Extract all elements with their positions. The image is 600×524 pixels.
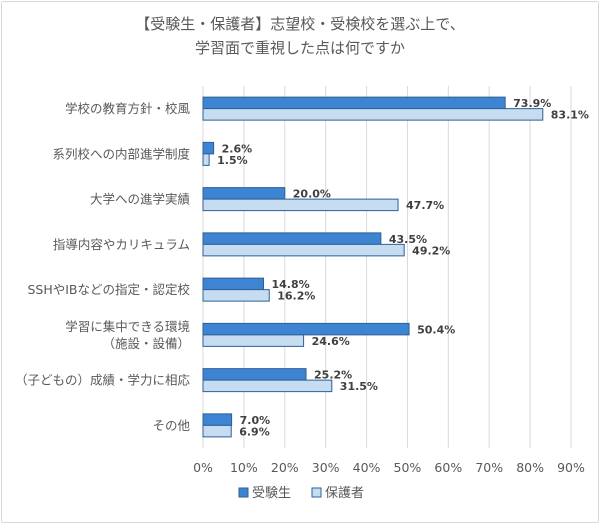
bar-examinee xyxy=(202,277,265,291)
legend-swatch-guardian xyxy=(311,487,322,498)
category-label: SSHやIBなどの指定・認定校 xyxy=(27,282,190,297)
bar-examinee xyxy=(202,322,410,336)
category-label: 系列校への内部進学制度 xyxy=(52,146,190,161)
bar-examinee xyxy=(202,232,382,245)
bar-guardian xyxy=(202,379,333,393)
bar-guardian xyxy=(202,198,399,212)
bar-guardian xyxy=(202,289,270,302)
gridlines xyxy=(202,86,572,448)
data-label: 25.2% xyxy=(314,369,352,382)
category-labels: 学校の教育方針・校風系列校への内部進学制度大学への進学実績指導内容やカリキュラム… xyxy=(15,101,191,433)
data-label: 83.1% xyxy=(551,109,589,122)
data-label: 20.0% xyxy=(293,188,331,201)
category-label: 学校の教育方針・校風 xyxy=(65,101,191,116)
data-label: 31.5% xyxy=(340,380,378,393)
x-tick-labels: 0% 10% 20% 30% 40% 50% 60% 70% 80% 90% xyxy=(193,460,585,475)
bar-guardian xyxy=(202,334,305,347)
data-label: 14.8% xyxy=(272,278,310,291)
data-label: 24.6% xyxy=(312,335,350,348)
bar-examinee xyxy=(202,96,506,110)
data-label: 47.7% xyxy=(406,199,444,212)
legend-label-guardian: 保護者 xyxy=(325,485,364,501)
x-tick-label: 70% xyxy=(475,460,503,475)
bar-examinee xyxy=(202,141,215,155)
bar-examinee xyxy=(202,413,233,426)
x-tick-label: 80% xyxy=(516,460,544,475)
legend-label-examinee: 受験生 xyxy=(252,486,291,501)
category-label: 指導内容やカリキュラム xyxy=(53,237,190,252)
bar-examinee xyxy=(202,368,307,381)
chart-title-line-1: 【受験生・保護者】志望校・受検校を選ぶ上で、 xyxy=(135,15,465,33)
x-tick-label: 60% xyxy=(434,460,462,475)
x-tick-label: 10% xyxy=(230,460,258,475)
chart-title: 【受験生・保護者】志望校・受検校を選ぶ上で、 学習面で重視した点は何ですか xyxy=(0,12,600,60)
data-label: 49.2% xyxy=(412,244,450,257)
x-tick-label: 40% xyxy=(353,460,381,475)
x-tick-label: 90% xyxy=(557,460,585,475)
category-label: （子どもの）成績・学力に相応 xyxy=(15,373,191,388)
data-label: 16.2% xyxy=(277,290,315,303)
category-label: その他 xyxy=(152,418,190,433)
data-label: 2.6% xyxy=(222,142,253,155)
x-tick-label: 30% xyxy=(312,460,340,475)
category-label: 大学への進学実績 xyxy=(90,192,190,207)
data-label: 6.9% xyxy=(239,425,270,438)
category-label: （施設・設備） xyxy=(102,336,190,351)
legend[interactable]: 受験生 保護者 xyxy=(238,485,364,501)
category-label: 学習に集中できる環境 xyxy=(65,319,190,334)
x-tick-label: 20% xyxy=(271,460,299,475)
data-label: 43.5% xyxy=(389,233,427,246)
data-label: 50.4% xyxy=(417,323,455,336)
x-tick-label: 50% xyxy=(394,460,422,475)
bar-guardian xyxy=(202,108,544,121)
bar-guardian xyxy=(202,153,210,166)
bar-examinee xyxy=(202,187,286,200)
data-labels: 73.9%83.1% 2.6%1.5% 20.0% 47.7% 43.5%49.2% 14… xyxy=(217,97,589,438)
bar-guardian xyxy=(202,243,405,257)
bar-guardian xyxy=(202,424,232,438)
bars xyxy=(202,96,544,438)
data-label: 7.0% xyxy=(240,414,271,427)
chart-title-line-2: 学習面で重視した点は何ですか xyxy=(194,39,405,57)
data-label: 73.9% xyxy=(513,97,551,110)
legend-swatch-examinee xyxy=(238,487,249,498)
x-tick-label: 0% xyxy=(193,460,213,475)
data-label: 1.5% xyxy=(217,154,248,167)
